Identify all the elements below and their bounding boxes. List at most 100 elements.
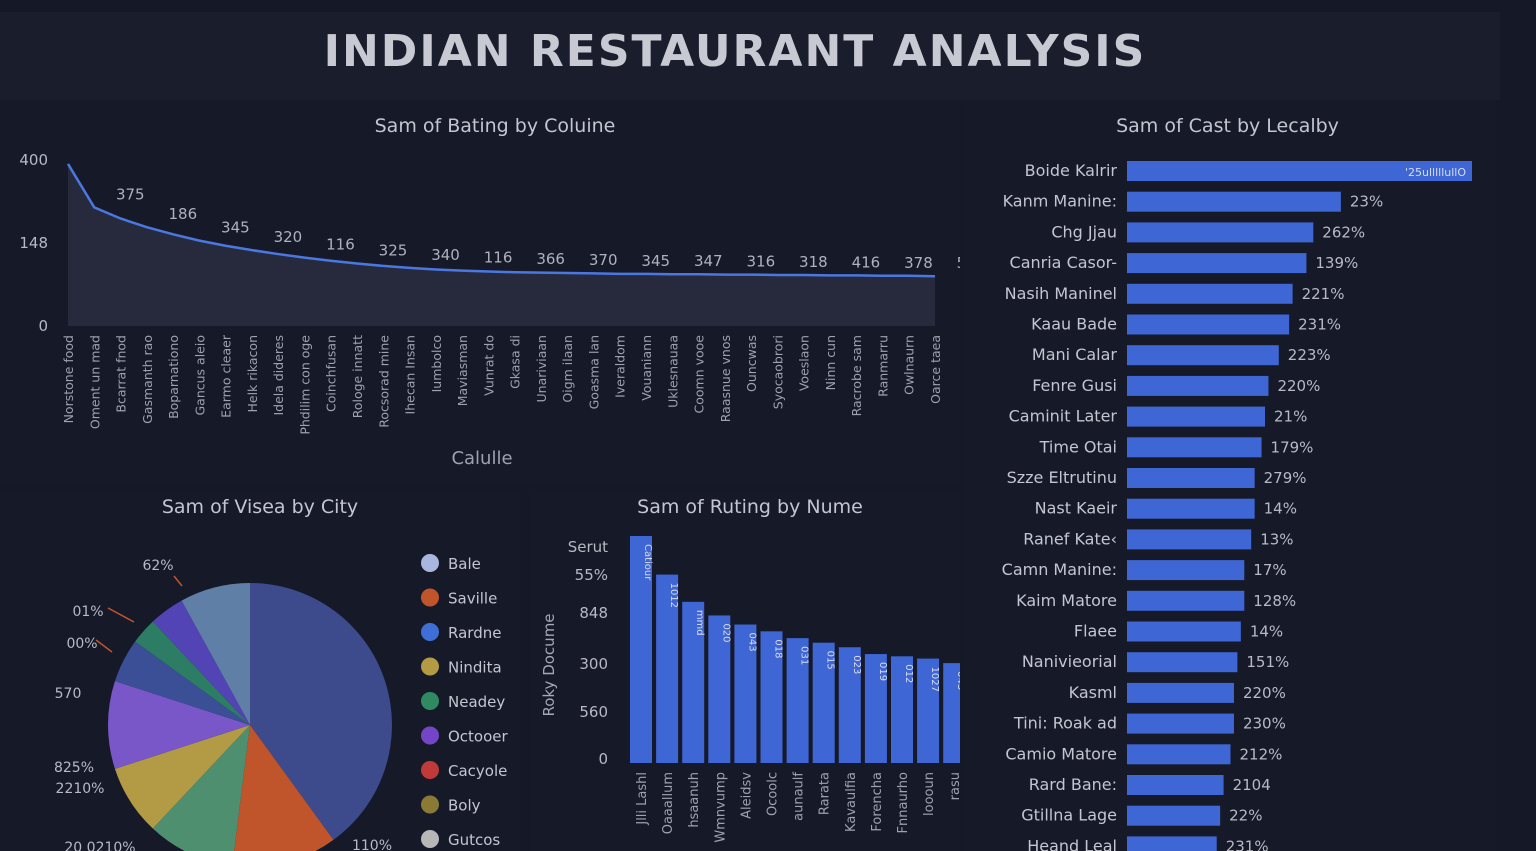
- bar: [1127, 345, 1279, 366]
- bar: [1127, 283, 1293, 304]
- x-tick-label: Owlnaurn: [902, 335, 917, 395]
- area-chart-title: Sam of Bating by Coluine: [374, 115, 616, 137]
- bar-category-label: Kanm Manine:: [1003, 192, 1117, 211]
- x-tick-label: Voeslaon: [797, 335, 812, 391]
- x-tick-label: Iveraldom: [613, 335, 628, 398]
- bar: [734, 624, 757, 763]
- header-bar: [0, 12, 1500, 100]
- bar: [943, 663, 960, 763]
- bar-value-label: 220%: [1243, 684, 1286, 702]
- data-label: 416: [852, 253, 881, 271]
- pie-data-label: 00%: [66, 636, 97, 652]
- legend-swatch: [421, 692, 439, 710]
- rating-by-name-panel: Sam of Ruting by Nume Serut 55% 848 300 560 0…: [530, 490, 960, 851]
- bar: [682, 601, 705, 763]
- legend-label: Nindita: [448, 659, 502, 677]
- data-label: 375: [116, 185, 145, 203]
- y-tick-label: 560: [579, 703, 608, 721]
- pie-data-label: 570: [55, 686, 82, 702]
- legend-swatch: [421, 726, 439, 745]
- pie-data-label: 2210%: [56, 781, 105, 797]
- bar-value-label: 018: [773, 639, 784, 658]
- legend-label: Octooer: [448, 728, 509, 746]
- pie-leader-line: [95, 639, 113, 653]
- bar: [1127, 744, 1231, 765]
- hbar-chart: Boide Kalrir '25ulllllullO Kanm Manine: 23%…: [1002, 161, 1472, 851]
- pie-data-label: 825%: [54, 760, 94, 776]
- page-title: INDIAN RESTAURANT ANALYSIS: [323, 26, 1147, 77]
- area-line: [66, 163, 936, 278]
- bar: [1127, 406, 1265, 427]
- bar-category-label: Rard Bane:: [1029, 775, 1117, 794]
- legend-label: Bale: [448, 555, 481, 573]
- bar-value-label: 1012: [668, 583, 679, 608]
- bar: [1127, 437, 1262, 458]
- legend-label: Rardne: [448, 624, 501, 642]
- x-tick-label: Oarce taea: [928, 335, 943, 404]
- x-tick-label: Bcarrat fnod: [114, 335, 129, 413]
- bar-category-label: Kasml: [1069, 683, 1117, 702]
- y-tick-label: Serut: [568, 538, 608, 556]
- bar-value-label: 128%: [1253, 592, 1296, 610]
- bar: [1127, 621, 1241, 642]
- x-tick-label: Jlli Lashl: [635, 772, 650, 826]
- legend-swatch: [421, 657, 439, 676]
- bar-value-label: mmd: [694, 610, 705, 636]
- bar-category-label: Time Otai: [1039, 437, 1117, 456]
- x-tick-label: rasu: [948, 772, 960, 800]
- bar-value-label: 14%: [1264, 500, 1297, 518]
- y-tick-label: 300: [579, 655, 608, 673]
- legend-swatch: [421, 830, 439, 848]
- legend-label: Cacyole: [448, 762, 507, 780]
- bar: [1127, 498, 1255, 519]
- x-tick-label: Ouncwas: [744, 335, 759, 392]
- x-tick-label: Kavaulfia: [844, 772, 859, 832]
- x-tick-label: Vouaniann: [639, 335, 654, 401]
- bar-value-label: Catiour: [642, 544, 653, 581]
- x-tick-label: Gancus aleio: [192, 335, 207, 416]
- pie-data-label: 62%: [142, 558, 173, 574]
- bar-value-label: 023: [851, 655, 862, 674]
- x-tick-label: hsaanuh: [687, 772, 702, 828]
- legend-label: Neadey: [448, 693, 505, 711]
- x-tick-label: Oigm ilaan: [560, 335, 575, 403]
- bar-value-label: 17%: [1253, 561, 1286, 579]
- legend-swatch: [421, 554, 439, 572]
- pie-slice: [181, 583, 250, 725]
- x-tick-label: loooun: [922, 772, 937, 816]
- x-tick-label: Aleidsv: [739, 772, 754, 819]
- data-label: 320: [274, 228, 303, 246]
- x-tick-label: Unariviaan: [534, 335, 549, 402]
- bar: [1127, 375, 1269, 396]
- bar-value-label: 223%: [1288, 346, 1331, 364]
- bar-value-label: 1027: [929, 667, 940, 692]
- x-tick-label: Coomn vooe: [692, 335, 707, 414]
- bar-value-label: 279%: [1264, 469, 1307, 487]
- legend-swatch: [421, 623, 439, 641]
- bar-value-label: 019: [877, 662, 888, 681]
- bar: [891, 656, 913, 763]
- x-tick-label: Maviasman: [455, 335, 470, 406]
- bar: [1127, 713, 1234, 734]
- data-label: 340: [431, 246, 460, 264]
- bar-category-label: Nasih Maninel: [1005, 284, 1117, 303]
- bar-category-label: Camio Matore: [1005, 744, 1117, 763]
- pie-slice: [152, 600, 250, 725]
- bar-value-label: 21%: [1274, 408, 1307, 426]
- x-tick-label: Syocaobrori: [770, 335, 785, 409]
- bar: [917, 658, 940, 763]
- data-label: 318: [799, 253, 828, 271]
- pie-data-label: 01%: [72, 604, 103, 620]
- bar-category-label: Canria Casor-: [1010, 253, 1117, 272]
- y-tick-label: 848: [579, 604, 608, 622]
- visits-by-city-panel: Sam of Visea by City 62% 01% 00% 570 825% 221…: [0, 490, 520, 851]
- x-tick-label: Helk rikacon: [245, 335, 260, 413]
- x-tick-label: Rologe innatt: [350, 335, 365, 418]
- y-tick-label: 148: [19, 234, 48, 252]
- pie-slice: [114, 641, 250, 725]
- x-tick-label: Phdilim con oge: [297, 335, 312, 435]
- legend-swatch: [421, 761, 439, 779]
- legend-label: Boly: [448, 797, 481, 815]
- bar-value-label: 13%: [1260, 530, 1293, 548]
